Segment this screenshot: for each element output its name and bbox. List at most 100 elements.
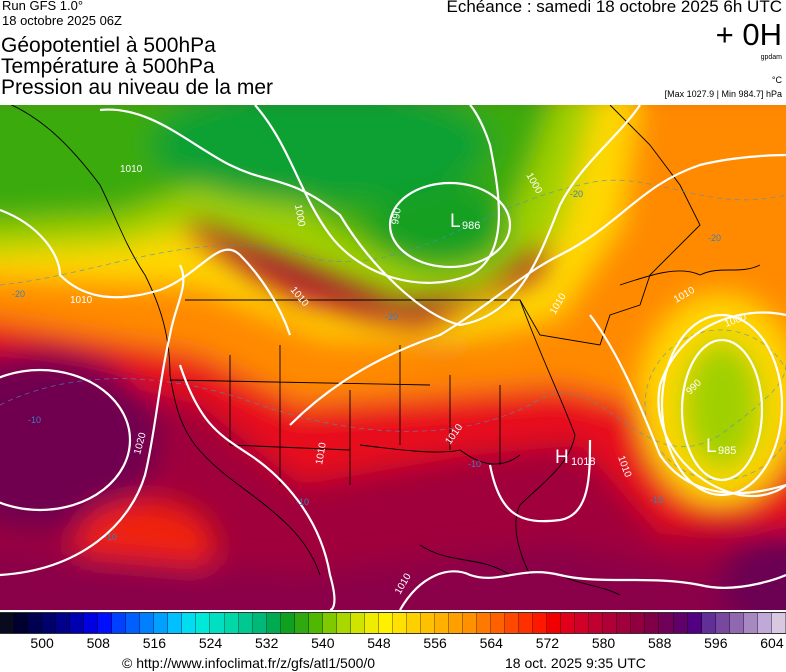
color-scale-tick: 572: [535, 635, 560, 651]
temp-label: -10: [104, 532, 117, 542]
color-scale-cell: [589, 613, 604, 633]
color-scale-cell: [0, 613, 15, 633]
isobar-label: 1010: [70, 295, 93, 306]
forecast-time: Echéance : samedi 18 octobre 2025 6h UTC: [446, 0, 782, 16]
color-scale-tick: 532: [254, 635, 279, 651]
run-date: 18 octobre 2025 06Z: [2, 13, 122, 28]
color-scale-cell: [364, 613, 379, 633]
color-scale-cell: [449, 613, 464, 633]
temp-label: -10: [468, 459, 481, 469]
isobar-1010-west: [0, 208, 292, 336]
color-scale-tick: 540: [311, 635, 335, 651]
temp-label: -10: [296, 497, 309, 507]
color-scale-cell: [252, 613, 267, 633]
color-scale-cell: [757, 613, 772, 633]
isobar-label: 990: [390, 207, 404, 226]
unit-temperature: °C: [771, 75, 782, 85]
color-scale-cell: [701, 613, 716, 633]
color-scale-cell: [673, 613, 688, 633]
isobar-label: 1010: [314, 441, 329, 465]
color-scale-cell: [322, 613, 337, 633]
color-scale-cell: [406, 613, 421, 633]
isobar-1020-purple-loop: [0, 368, 132, 512]
isobar-1010-north: [99, 105, 641, 327]
color-scale-cell: [477, 613, 492, 633]
isobar-1010-cyclone: [657, 311, 786, 498]
color-scale-cell: [308, 613, 323, 633]
color-scale-cell: [561, 613, 576, 633]
color-scale-tick: 508: [86, 635, 110, 651]
unit-geopotential: gpdam: [760, 54, 782, 61]
color-scale-cell: [519, 613, 534, 633]
color-scale-cell: [224, 613, 239, 633]
color-scale-cell: [266, 613, 281, 633]
color-scale-tick: 596: [704, 635, 728, 651]
color-scale-cell: [56, 613, 71, 633]
color-scale-cell: [771, 613, 786, 633]
color-scale-tick: 516: [142, 635, 167, 651]
color-scale-cell: [631, 613, 646, 633]
color-scale-tick: 564: [479, 635, 503, 651]
color-scale-cell: [154, 613, 169, 633]
isobar-label: 1000: [292, 204, 307, 228]
color-scale-cell: [84, 613, 99, 633]
temp-label: -10: [650, 495, 663, 505]
title-pressure: Pression au niveau de la mer: [1, 76, 273, 99]
isobar-1010-south: [399, 570, 786, 610]
color-scale-cell: [603, 613, 618, 633]
isobar-1000-north: [254, 105, 501, 284]
isobar-label: 1010: [120, 164, 143, 175]
high-value: 1018: [571, 456, 595, 468]
forecast-map: 1010 1010 1000 990 1000 1010 1010 1020 1…: [0, 105, 786, 610]
color-scale-cell: [70, 613, 85, 633]
color-scale-tick: 588: [647, 635, 672, 651]
field-cyclone-green: [682, 340, 762, 470]
color-scale-cell: [463, 613, 478, 633]
run-info: Run GFS 1.0° 18 octobre 2025 06Z: [2, 0, 122, 28]
color-scale-tick: 500: [30, 635, 54, 651]
color-scale-cell: [378, 613, 393, 633]
color-scale-tick: 548: [367, 635, 391, 651]
color-scale-tick: 556: [423, 635, 447, 651]
color-scale-cell: [42, 613, 57, 633]
isobar-1020-pacific: [0, 264, 185, 577]
color-scale-cell: [28, 613, 43, 633]
color-scale-cell: [392, 613, 407, 633]
temp-label: -20: [570, 189, 583, 199]
low-letter: L: [706, 436, 717, 457]
isobar-1010-central: [178, 364, 336, 610]
color-scale-cell: [168, 613, 183, 633]
color-scale-cell: [210, 613, 225, 633]
isobar-990-cyclone: [680, 338, 764, 482]
temp-label: -20: [385, 312, 398, 322]
generated-time: 18 oct. 2025 9:35 UTC: [505, 655, 646, 671]
isobar-1018-high: [488, 439, 592, 523]
color-scale-cell: [547, 613, 562, 633]
color-scale-cell: [617, 613, 632, 633]
color-scale-cell: [434, 613, 449, 633]
color-scale-tick: 524: [198, 635, 223, 651]
forecast-offset: + 0H: [715, 17, 782, 52]
low-value: 986: [462, 220, 480, 232]
color-scale-tick: 604: [760, 635, 784, 651]
run-model: Run GFS 1.0°: [2, 0, 84, 13]
high-letter: H: [555, 447, 569, 468]
color-scale-cell: [294, 613, 309, 633]
color-scale-tick: 580: [591, 635, 616, 651]
color-scale-cell: [126, 613, 141, 633]
color-scale-cell: [98, 613, 113, 633]
color-scale-cell: [336, 613, 351, 633]
map-titles: Géopotentiel à 500hPa Température à 500h…: [1, 35, 273, 98]
color-scale-bar: [0, 612, 786, 634]
coastlines: [10, 105, 761, 596]
color-scale-cell: [238, 613, 253, 633]
color-scale-cell: [505, 613, 520, 633]
title-geopotential: Géopotentiel à 500hPa: [1, 34, 216, 57]
color-scale-cell: [659, 613, 674, 633]
low-letter: L: [450, 211, 461, 232]
color-scale-cell: [645, 613, 660, 633]
title-temperature: Température à 500hPa: [1, 55, 215, 78]
source-link[interactable]: © http://www.infoclimat.fr/z/gfs/atl1/50…: [122, 655, 376, 671]
color-scale-cell: [575, 613, 590, 633]
